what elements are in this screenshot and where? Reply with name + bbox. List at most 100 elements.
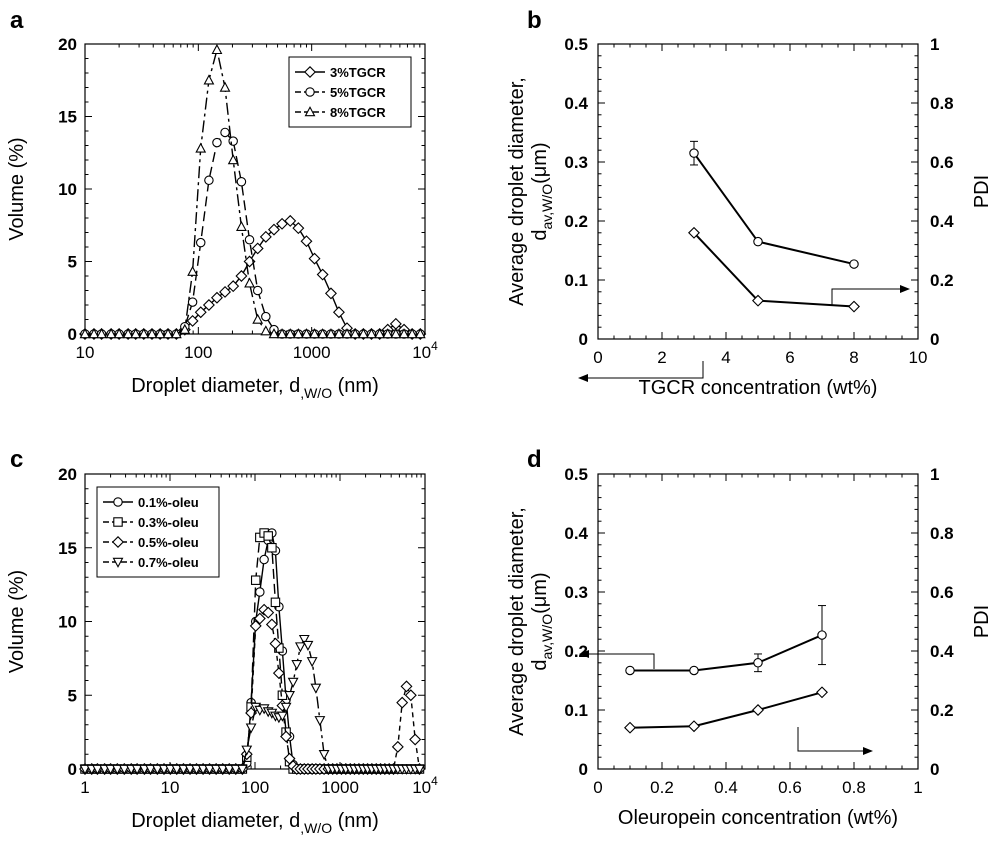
c-data-point xyxy=(298,634,310,646)
c-data-point xyxy=(414,764,425,775)
c-xtick-label: 10 xyxy=(161,778,180,797)
d-data-point xyxy=(817,630,827,640)
c-data-point xyxy=(105,764,117,775)
a-data-point xyxy=(203,74,215,85)
a-data-point xyxy=(316,268,329,281)
c-data-point xyxy=(314,716,326,727)
d-xlabel-main: Oleuropein concentration (wt%) xyxy=(618,807,898,829)
b-axis-arrowhead xyxy=(900,285,910,293)
c-data-point xyxy=(265,618,278,631)
d-y2tick-label: 0.6 xyxy=(930,583,954,602)
a-data-point xyxy=(122,328,134,339)
a-data-point xyxy=(309,328,320,339)
a-ytick-label: 0 xyxy=(68,325,77,344)
a-data-point xyxy=(113,328,125,339)
a-data-point xyxy=(244,277,255,288)
panel-label-d: d xyxy=(527,446,542,473)
c-xlabel: Droplet diameter, d,W/O (nm) xyxy=(131,810,379,836)
c-legend-label: 0.5%-oleu xyxy=(138,535,199,550)
b-ylabel-main: d xyxy=(529,230,551,241)
a-data-point xyxy=(130,328,142,339)
b-ylabel-line1: Average droplet diameter, xyxy=(506,77,528,306)
a-data-point xyxy=(308,252,321,265)
a-data-point xyxy=(211,43,223,55)
c-xtick-label: 1 xyxy=(80,778,89,797)
a-ylabel-main: Volume (%) xyxy=(6,137,28,240)
c-ytick-label: 5 xyxy=(68,686,77,705)
c-xtick-label: 1000 xyxy=(321,778,359,797)
a-data-point xyxy=(317,328,329,339)
a-legend-marker xyxy=(304,66,316,78)
a-data-point xyxy=(88,328,100,339)
c-data-point xyxy=(210,764,222,775)
c-data-point xyxy=(391,740,404,753)
a-data-point xyxy=(325,328,337,339)
panel-label-c: c xyxy=(10,446,23,473)
c-data-point xyxy=(287,677,299,688)
b-y2tick-label: 0.2 xyxy=(930,271,954,290)
a-xlabel-main: Droplet diameter, d xyxy=(131,375,300,397)
c-legend-label: 0.1%-oleu xyxy=(138,495,199,510)
d-xtick-label: 0.4 xyxy=(714,778,738,797)
a-legend-marker xyxy=(305,87,315,97)
c-data-point xyxy=(276,711,288,722)
d-data-point xyxy=(689,665,699,676)
d-data-point xyxy=(624,721,636,734)
a-data-point xyxy=(162,328,174,339)
c-data-point xyxy=(184,764,196,775)
a-data-point xyxy=(301,328,312,339)
b-ytick-label: 0 xyxy=(579,330,588,349)
b-xtick-label: 4 xyxy=(721,348,730,367)
b-xtick-label: 8 xyxy=(849,348,858,367)
a-data-point xyxy=(251,242,264,255)
c-data-point xyxy=(404,689,417,702)
c-data-point xyxy=(217,764,229,775)
c-data-point xyxy=(241,745,253,756)
d-ytick-label: 0 xyxy=(579,760,588,779)
d-ylabel-line1: Average droplet diameter, xyxy=(506,507,528,736)
c-data-point xyxy=(396,696,409,709)
d-axis-arrow xyxy=(797,727,866,752)
a-data-point xyxy=(374,328,386,339)
c-data-point xyxy=(280,730,293,743)
c-ylabel-main: Volume (%) xyxy=(6,570,28,673)
c-ylabel: Volume (%) xyxy=(6,570,28,673)
a-data-point xyxy=(227,280,240,293)
a-data-point xyxy=(187,265,199,276)
b-axis-arrow xyxy=(831,288,903,306)
c-data-point xyxy=(236,764,248,775)
b-ylabel: dav,W/O(μm) xyxy=(529,142,555,240)
a-data-point xyxy=(79,328,91,339)
b-ytick-label: 0.3 xyxy=(564,153,588,172)
b-y2tick-label: 0.4 xyxy=(930,212,954,231)
b-ytick-label: 0.1 xyxy=(564,271,588,290)
a-data-point xyxy=(219,285,232,298)
b-data-point xyxy=(848,300,860,313)
c-xtick-superscript: 4 xyxy=(431,774,438,788)
b-ytick-label: 0.5 xyxy=(564,35,588,54)
a-data-point xyxy=(220,127,230,138)
c-data-point xyxy=(306,657,318,668)
c-data-point xyxy=(284,690,295,702)
a-xlabel-tail: (nm) xyxy=(332,375,379,397)
a-data-point xyxy=(179,323,191,334)
a-data-point xyxy=(219,81,231,92)
panel-d-chart: 0 0.2 0.4 0.6 0.8 100.10.20.30.40.500.20.40.6… xyxy=(506,465,993,829)
b-data-point xyxy=(689,148,699,158)
c-xtick-label: 100 xyxy=(241,778,269,797)
c-legend-label: 0.3%-oleu xyxy=(138,515,199,530)
c-legend-marker xyxy=(113,517,123,527)
d-xtick-label: 0.8 xyxy=(842,778,866,797)
a-data-point xyxy=(187,297,198,307)
d-ylabel-sub: av,W/O xyxy=(539,614,555,660)
b-xlabel-main: TGCR concentration (wt%) xyxy=(639,377,878,399)
d-xlabel: Oleuropein concentration (wt%) xyxy=(618,807,898,829)
d-y2label: PDI xyxy=(971,605,993,638)
d-xtick-label: 0.2 xyxy=(650,778,674,797)
c-data-point xyxy=(151,764,163,775)
a-data-point xyxy=(236,177,247,187)
c-data-point xyxy=(310,683,322,694)
c-data-point xyxy=(204,764,215,775)
panel-b-chart: 0 2 4 6 8 1000.10.20.30.40.500.20.40.60.81TGC… xyxy=(506,35,993,399)
c-ytick-label: 10 xyxy=(58,613,77,632)
